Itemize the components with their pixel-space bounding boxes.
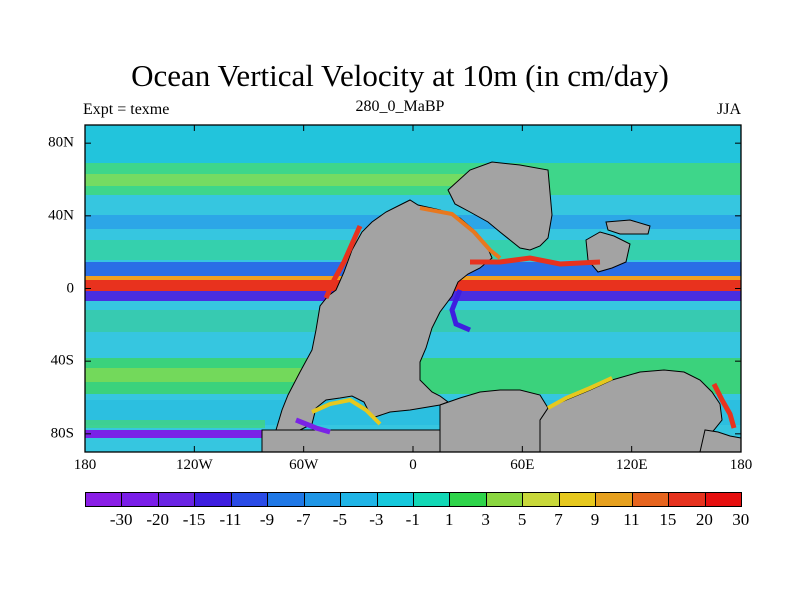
band-antarctic-green	[85, 420, 265, 428]
colorbar-box	[704, 492, 742, 507]
colorbar-box	[85, 492, 123, 507]
upwelling-north-coast	[419, 206, 502, 260]
y-tick-label: 80S	[50, 425, 74, 442]
land-antarctic-west	[261, 429, 441, 452]
downwelling-antarctic	[295, 417, 331, 435]
colorbar-box	[267, 492, 305, 507]
x-tick-label: 120E	[615, 457, 648, 473]
x-tick-marks	[84, 125, 742, 452]
colorbar-label: -20	[146, 510, 169, 529]
experiment-label: Expt = texme	[83, 101, 170, 118]
colorbar-label: -15	[182, 510, 206, 529]
band-antarctic-purple	[85, 430, 265, 438]
colorbar-label: 9	[590, 510, 600, 529]
upwelling-east-red	[470, 255, 601, 267]
colorbar-box	[194, 492, 232, 507]
colorbar-label: -9	[259, 510, 275, 529]
colorbar-box	[376, 492, 414, 507]
x-tick-label: 120W	[175, 457, 213, 473]
colorbar-label: -7	[296, 510, 311, 529]
colorbar-box	[631, 492, 670, 507]
upwelling-antarctic	[311, 397, 382, 426]
x-tick-label: 0	[409, 457, 417, 473]
colorbar-box	[340, 492, 378, 507]
x-tick-label: 60E	[510, 457, 535, 473]
x-tick-label: 180	[73, 457, 97, 473]
colorbar-label: 5	[517, 510, 527, 529]
band-north-subtropical-yellow	[85, 174, 505, 186]
colorbar	[85, 492, 742, 508]
colorbar-box	[230, 492, 269, 507]
downwelling-east-blue	[449, 289, 471, 333]
colorbar-box	[668, 492, 706, 507]
season-label: JJA	[716, 101, 741, 118]
land-gondwana-south	[439, 389, 549, 452]
colorbar-label: -11	[219, 510, 242, 529]
colorbar-label: 15	[659, 510, 677, 529]
colorbar-box	[522, 492, 560, 507]
colorbar-label: 1	[444, 510, 454, 529]
colorbar-label: 7	[554, 510, 563, 529]
x-tick-label: 60W	[289, 457, 319, 473]
colorbar-box	[595, 492, 633, 507]
upwelling-south-coast	[547, 376, 613, 410]
colorbar-box	[157, 492, 196, 507]
colorbar-label: -30	[109, 510, 133, 529]
colorbar-box	[485, 492, 524, 507]
upwelling-far-east	[711, 382, 737, 429]
colorbar-box	[558, 492, 597, 507]
colorbar-box	[121, 492, 159, 507]
band-north-polar	[85, 125, 741, 165]
colorbar-label: 3	[481, 510, 490, 529]
y-tick-label: 0	[66, 280, 75, 296]
colorbar-box	[303, 492, 342, 507]
colorbar-label: -1	[405, 510, 420, 529]
x-tick-label: 180	[729, 457, 753, 473]
land-inner-sea	[605, 219, 651, 235]
time-label: 280_0_MaBP	[355, 98, 445, 115]
colorbar-label: 20	[695, 510, 713, 529]
y-tick-label: 80N	[48, 134, 74, 151]
map-title: Ocean Vertical Velocity at 10m (in cm/da…	[131, 58, 669, 93]
land-far-east-strip	[699, 429, 741, 452]
colorbar-label: 11	[623, 510, 640, 529]
y-tick-label: 40N	[48, 207, 74, 224]
y-tick-marks	[85, 142, 741, 435]
land-asia-block	[447, 161, 553, 251]
y-tick-label: 40S	[50, 352, 74, 369]
upwelling-west-coast	[323, 224, 363, 300]
colorbar-box	[413, 492, 451, 507]
colorbar-label: -3	[369, 510, 384, 529]
colorbar-box	[449, 492, 487, 507]
colorbar-label: 30	[732, 510, 750, 529]
colorbar-label: -5	[332, 510, 347, 529]
